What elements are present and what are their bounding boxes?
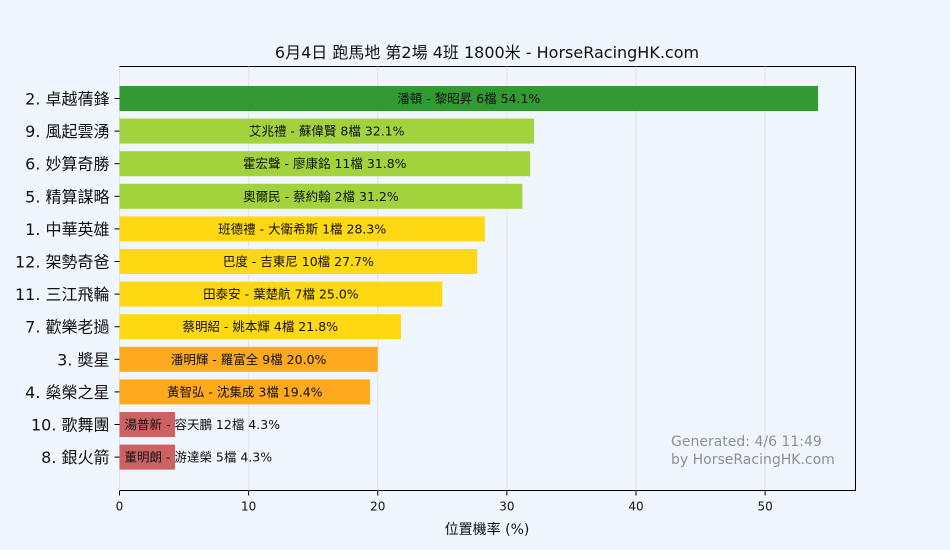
y-tick-label: 5. 精算謀略: [25, 187, 109, 206]
bars-group: 潘頓 - 黎昭昇 6檔 54.1% 艾兆禮 - 蘇偉賢 8檔 32.1% 霍宏聲 -…: [119, 86, 819, 470]
y-tick-label: 3. 奬星: [57, 350, 109, 369]
x-tick-label: 10: [241, 500, 256, 514]
y-tick-labels: 2. 卓越蒨鋒 9. 風起雲湧 6. 妙算奇勝 5. 精算謀略 1. 中華英雄 12. 架…: [15, 90, 120, 467]
x-tick-label: 30: [499, 500, 514, 514]
x-tick-label: 40: [628, 500, 643, 514]
bar-label: 潘明輝 - 羅富全 9檔 20.0%: [171, 352, 327, 367]
y-tick-label: 11. 三江飛輪: [15, 285, 110, 304]
bar-label: 巴度 - 吉東尼 10檔 27.7%: [223, 254, 374, 269]
bar-label: 董明朗 - 游達榮 5檔 4.3%: [125, 450, 273, 465]
x-axis-title: 位置機率 (%): [445, 521, 530, 538]
bar: [119, 346, 378, 372]
chart-title: 6月4日 跑馬地 第2場 4班 1800米 - HorseRacingHK.co…: [275, 43, 699, 62]
bar: [119, 379, 370, 405]
bar-label: 艾兆禮 - 蘇偉賢 8檔 32.1%: [249, 124, 405, 139]
bar: [119, 86, 819, 111]
bar: [119, 412, 176, 437]
bar: [119, 249, 478, 274]
x-tick-label: 50: [757, 500, 772, 514]
source-note: by HorseRacingHK.com: [671, 452, 835, 468]
y-tick-label: 6. 妙算奇勝: [25, 155, 109, 174]
x-tick-label: 0: [116, 500, 124, 514]
bar: [119, 118, 534, 144]
y-tick-label: 12. 架勢奇爸: [15, 253, 110, 272]
generated-note: Generated: 4/6 11:49: [671, 434, 822, 450]
x-tick-label: 20: [370, 500, 385, 514]
bar: [119, 216, 485, 242]
bar-label: 湯普新 - 容天鵬 12檔 4.3%: [125, 417, 281, 432]
bar-label: 潘頓 - 黎昭昇 6檔 54.1%: [397, 91, 540, 106]
bar-label: 黃智弘 - 沈集成 3檔 19.4%: [167, 384, 323, 399]
bar-label: 奧爾民 - 蔡約翰 2檔 31.2%: [243, 189, 399, 204]
y-tick-label: 8. 銀火箭: [41, 448, 109, 467]
bar-label: 霍宏聲 - 廖康銘 11檔 31.8%: [243, 156, 407, 171]
y-tick-label: 1. 中華英雄: [25, 220, 109, 239]
bar-label: 班德禮 - 大衛希斯 1檔 28.3%: [218, 221, 386, 236]
y-tick-label: 9. 風起雲湧: [25, 122, 109, 141]
bar-label: 田泰安 - 葉楚航 7檔 25.0%: [203, 287, 359, 302]
x-ticks: 0 10 20 30 40 50: [116, 490, 773, 514]
bar: [119, 281, 443, 307]
bar: [119, 183, 523, 209]
y-tick-label: 4. 燊榮之星: [25, 383, 109, 402]
y-tick-label: 7. 歡樂老撾: [25, 318, 109, 337]
y-tick-label: 10. 歌舞團: [31, 416, 110, 435]
bar-label: 蔡明紹 - 姚本輝 4檔 21.8%: [182, 319, 338, 334]
bar: [119, 314, 401, 340]
bar: [119, 444, 176, 470]
bar: [119, 151, 531, 177]
y-tick-label: 2. 卓越蒨鋒: [25, 90, 109, 109]
